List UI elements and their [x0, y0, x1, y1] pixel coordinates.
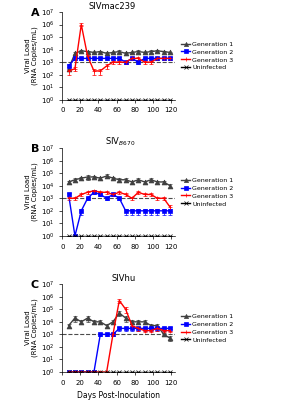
Text: A: A [31, 8, 39, 18]
X-axis label: Days Post-Inoculation: Days Post-Inoculation [77, 391, 160, 400]
Legend: Generation 1, Generation 2, Generation 3, Uninfected: Generation 1, Generation 2, Generation 3… [181, 42, 233, 70]
Text: C: C [31, 280, 39, 290]
Y-axis label: Viral Load
(RNA Copies/mL): Viral Load (RNA Copies/mL) [25, 163, 38, 221]
Text: B: B [31, 144, 39, 154]
Text: SIVmac239: SIVmac239 [89, 2, 136, 11]
Text: SIV$_{B670}$: SIV$_{B670}$ [106, 136, 136, 148]
Y-axis label: Viral Load
(RNA Copies/mL): Viral Load (RNA Copies/mL) [25, 299, 38, 358]
Legend: Generation 1, Generation 2, Generation 3, Uninfected: Generation 1, Generation 2, Generation 3… [181, 178, 233, 206]
Text: SIVhu: SIVhu [112, 274, 136, 284]
Legend: Generation 1, Generation 2, Generation 3, Uninfected: Generation 1, Generation 2, Generation 3… [181, 314, 233, 342]
Y-axis label: Viral Load
(RNA Copies/mL): Viral Load (RNA Copies/mL) [25, 26, 38, 85]
